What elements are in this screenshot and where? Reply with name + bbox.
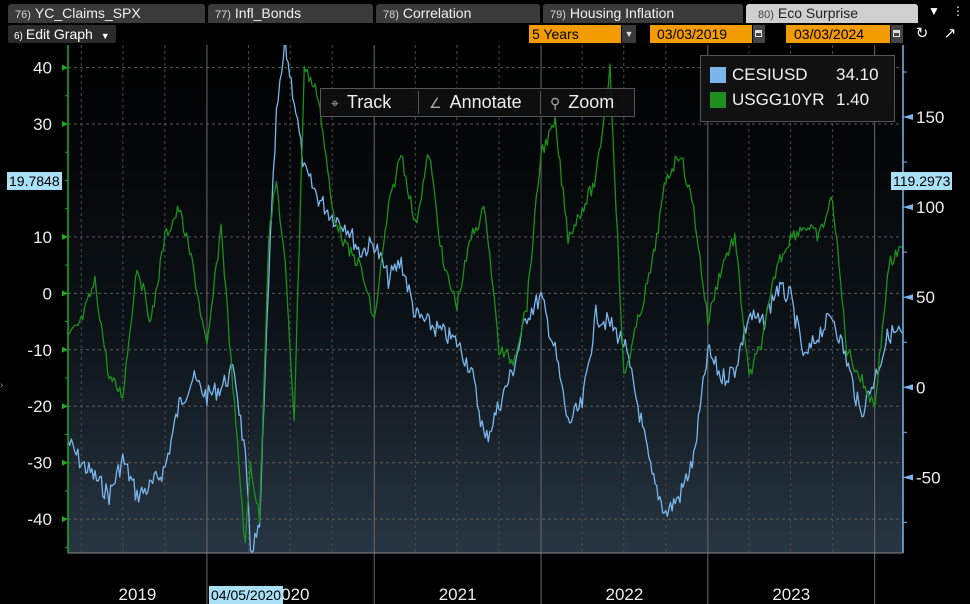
right-tick-marker [903,204,913,211]
x-tick-label: 2021 [439,585,477,604]
legend-series-name: CESIUSD [732,65,808,84]
right-tick-label: 50 [916,288,935,307]
line-chart[interactable]: 40 30 10 0 -10 -20 -30 -40 150 100 50 0 -50 2019 2020 2… [0,45,970,604]
tab-label: Housing Inflation [569,5,675,21]
track-button[interactable]: ⌖ Track [331,89,391,116]
tab-number: 77) [215,9,231,21]
tab-number: 79) [550,9,566,21]
popout-icon[interactable]: ↗ [943,25,957,42]
pencil-icon: ∠ [429,95,442,111]
left-tick-label: 10 [33,228,52,247]
grid-lines [68,45,903,604]
series-lines [67,45,903,554]
crosshair-icon: ⌖ [331,95,339,111]
start-date-value: 03/03/2019 [657,26,728,42]
edit-graph-button[interactable]: 6) Edit Graph ▼ [8,25,116,43]
right-tick-marker [903,114,913,121]
start-date-field[interactable]: 03/03/2019 [650,25,752,43]
annotate-label: Annotate [449,92,522,112]
tab-label: Eco Surprise [777,5,859,21]
tab-label: Correlation [402,5,472,21]
series-line-usgg10yr [67,63,903,544]
x-tick-label: 2023 [772,585,810,604]
legend-series-name: USGG10YR [732,90,825,109]
end-date-field[interactable]: 03/03/2024 [786,25,890,43]
period-value: 5 Years [532,26,579,42]
legend-swatch [710,67,726,83]
legend-series-value: 34.10 [836,65,879,84]
tab-menu-control[interactable]: ▼ ⋮ [922,4,966,23]
left-tick-label: -20 [27,397,52,416]
zoom-button[interactable]: ⚲ Zoom [550,89,614,116]
tab-label: YC_Claims_SPX [34,5,141,21]
tab-number: 78) [383,9,399,21]
tab-housing-inflation[interactable]: 79) Housing Inflation [543,4,743,23]
edit-graph-number: 6) [14,31,23,42]
x-tick-label: 2022 [606,585,644,604]
start-date-calendar-icon[interactable] [753,25,765,43]
legend-swatch [710,92,726,108]
chart-legend[interactable]: CESIUSD 34.10 USGG10YR 1.40 [700,55,895,122]
edit-graph-label: Edit Graph [25,26,93,42]
left-tick-label: 30 [33,115,52,134]
chart-toolbar: 6) Edit Graph ▼ 5 Years ▼ 03/03/2019 03/0… [0,23,970,45]
tab-label: Infl_Bonds [234,5,302,21]
crosshair-left-value: 19.7848 [7,172,62,190]
tool-separator [540,91,541,114]
right-tick-marker [903,474,913,481]
tab-number: 80) [758,9,774,21]
tab-strip: 76) YC_Claims_SPX 77) Infl_Bonds 78) Correl… [0,0,970,23]
tool-separator [418,91,419,114]
crosshair-date-value: 04/05/2020 [209,586,284,604]
chevron-right-icon[interactable]: › [0,380,4,391]
refresh-icon[interactable]: ↻ [915,25,929,42]
legend-series-value: 1.40 [836,90,870,109]
right-tick-label: -50 [916,468,941,487]
chevron-down-icon: ▼ [100,31,110,41]
period-select[interactable]: 5 Years [529,25,621,43]
zoom-label: Zoom [568,92,615,112]
end-date-value: 03/03/2024 [794,26,865,42]
right-tick-marker [903,384,913,391]
left-tick-label: 0 [43,284,52,303]
magnifier-icon: ⚲ [550,95,561,111]
chart-tools-bar: ⌖ Track ∠ Annotate ⚲ Zoom [320,88,635,117]
tab-eco-surprise[interactable]: 80) Eco Surprise [746,4,918,23]
right-tick-marker [903,294,913,301]
more-menu-icon[interactable]: ⋮ [952,4,964,18]
left-tick-label: -10 [27,341,52,360]
annotate-button[interactable]: ∠ Annotate [429,89,522,116]
tab-yc-claims-spx[interactable]: 76) YC_Claims_SPX [8,4,205,23]
tab-number: 76) [15,9,31,21]
end-date-calendar-icon[interactable] [891,25,903,43]
x-tick-label: 2019 [119,585,157,604]
left-tick-label: 40 [33,59,52,78]
right-tick-label: 0 [916,378,925,397]
left-tick-label: -30 [27,454,52,473]
right-tick-label: 150 [916,108,944,127]
track-label: Track [346,92,392,112]
series-line-cesiusd [67,45,903,554]
period-dropdown-icon[interactable]: ▼ [622,25,636,43]
tab-infl-bonds[interactable]: 77) Infl_Bonds [208,4,373,23]
tab-correlation[interactable]: 78) Correlation [376,4,540,23]
crosshair-right-value: 119.2973 [891,172,953,190]
right-tick-label: 100 [916,198,944,217]
left-tick-label: -40 [27,510,52,529]
tab-menu-chevron-icon[interactable]: ▼ [928,4,940,18]
